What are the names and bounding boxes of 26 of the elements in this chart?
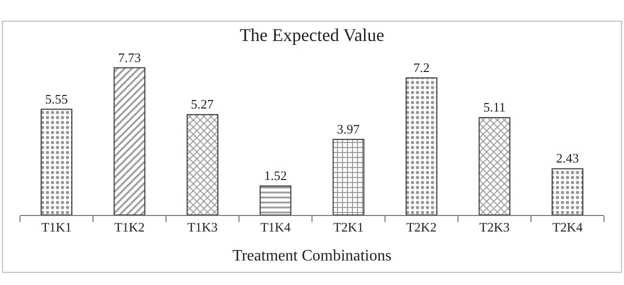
chart-title: The Expected Value [240, 25, 384, 46]
x-tick-label: T2K2 [406, 220, 437, 235]
bar [332, 138, 364, 215]
bar [260, 186, 292, 215]
data-label: 3.97 [336, 121, 360, 136]
x-tick-label: T1K4 [260, 220, 292, 235]
bar [40, 108, 72, 215]
data-label: 2.43 [556, 150, 579, 166]
data-label: 5.55 [45, 91, 68, 106]
x-tick-label: T1K2 [114, 220, 145, 235]
bar [406, 77, 438, 215]
x-axis-title: Treatment Combinations [232, 247, 392, 264]
data-label: 7.2 [413, 60, 430, 75]
x-tick-label: T2K4 [552, 220, 584, 235]
bar [186, 114, 218, 215]
x-tick-label: T2K3 [479, 220, 510, 235]
bar [114, 67, 146, 215]
x-tick-label: T1K3 [187, 220, 218, 235]
data-label: 5.11 [483, 100, 506, 115]
bar [552, 168, 584, 215]
x-tick-label: T2K1 [333, 220, 364, 235]
bar [478, 117, 510, 215]
data-label: 7.73 [118, 50, 141, 65]
data-label: 5.27 [190, 96, 214, 112]
data-label: 1.52 [264, 168, 287, 184]
x-tick-label: T1K1 [41, 220, 72, 235]
